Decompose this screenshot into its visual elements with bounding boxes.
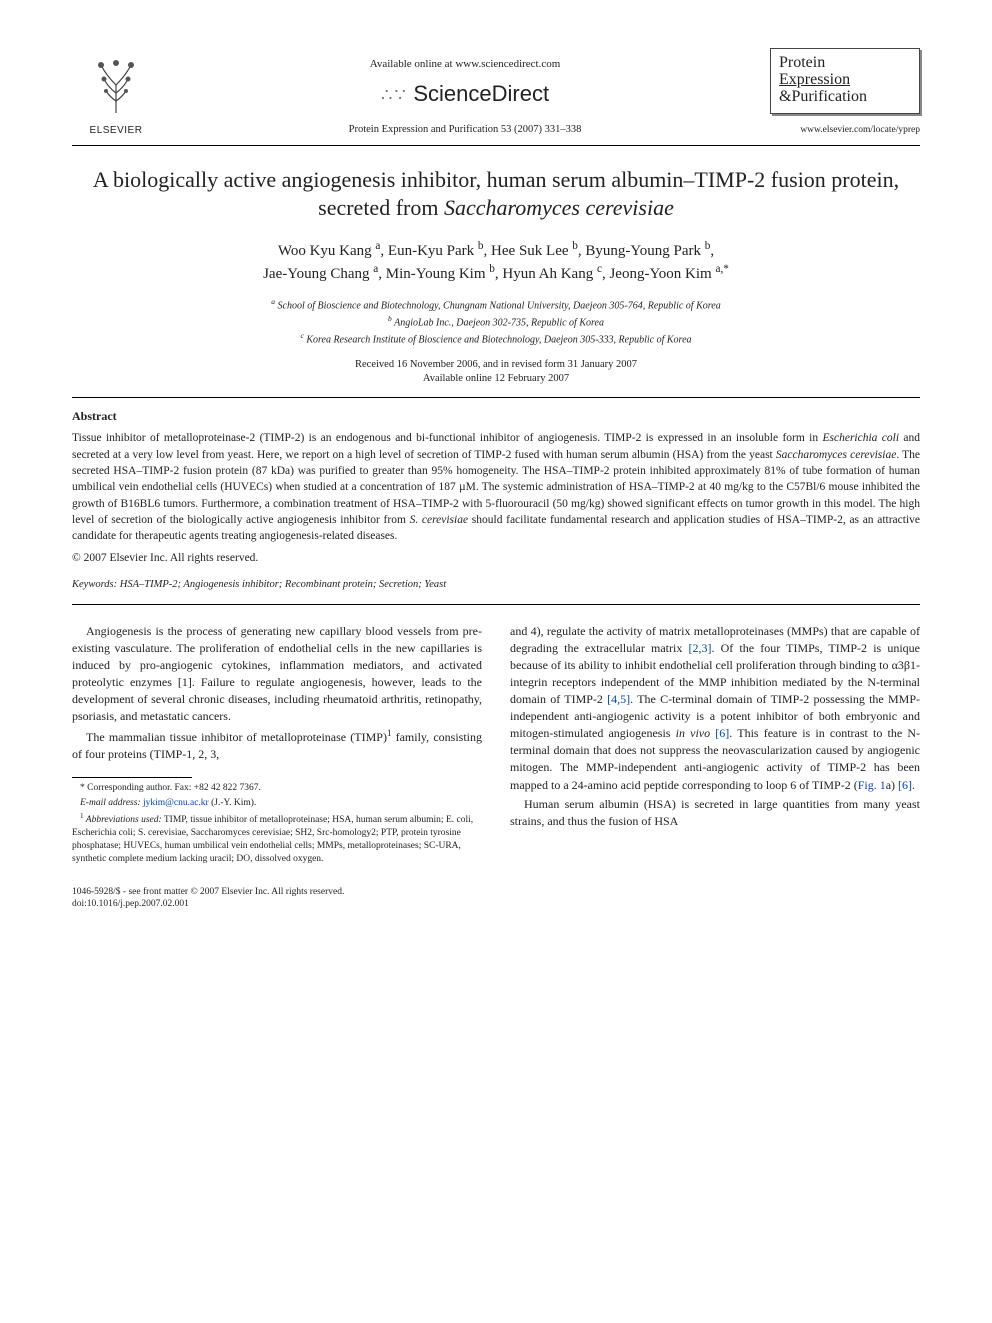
front-matter-line: 1046-5928/$ - see front matter © 2007 El… [72, 886, 920, 899]
author-sep: , Jeong-Yoon Kim [602, 266, 716, 282]
journal-reference: Protein Expression and Purification 53 (… [160, 123, 770, 137]
sciencedirect-dots-icon: ∴∵ [381, 85, 408, 105]
abstract-species-3: S. cerevisiae [410, 514, 469, 526]
article-dates: Received 16 November 2006, and in revise… [72, 358, 920, 387]
header-center: Available online at www.sciencedirect.co… [160, 57, 770, 138]
abbreviations-footnote: 1 Abbreviations used: TIMP, tissue inhib… [72, 812, 482, 865]
journal-title-line1: Protein [779, 55, 911, 72]
left-column: Angiogenesis is the process of generatin… [72, 623, 482, 867]
ref-link-4-5[interactable]: [4,5] [607, 692, 630, 706]
abstract-species-1: Escherichia coli [822, 432, 899, 444]
affiliation-a: a a School of Bioscience and Biotechnolo… [72, 297, 920, 314]
article-title: A biologically active angiogenesis inhib… [72, 166, 920, 221]
available-date: Available online 12 February 2007 [72, 372, 920, 387]
doi-block: 1046-5928/$ - see front matter © 2007 El… [72, 886, 920, 912]
affiliation-c: c Korea Research Institute of Bioscience… [72, 331, 920, 348]
body-p1-text: Angiogenesis is the process of generatin… [72, 624, 482, 723]
abbrev-label: Abbreviations used: [84, 815, 162, 825]
body-para-1: Angiogenesis is the process of generatin… [72, 623, 482, 725]
body-para-3: and 4), regulate the activity of matrix … [510, 623, 920, 793]
doi-line: doi:10.1016/j.pep.2007.02.001 [72, 898, 920, 911]
author-1: Woo Kyu Kang [278, 243, 376, 259]
author-list: Woo Kyu Kang a, Eun-Kyu Park b, Hee Suk … [72, 239, 920, 285]
abstract-copyright: © 2007 Elsevier Inc. All rights reserved… [72, 551, 920, 567]
journal-title-line3: &Purification [779, 89, 911, 106]
body-para-2: The mammalian tissue inhibitor of metall… [72, 727, 482, 763]
body-columns: Angiogenesis is the process of generatin… [72, 623, 920, 867]
body-para-4: Human serum albumin (HSA) is secreted in… [510, 796, 920, 830]
header-rule [72, 145, 920, 146]
author-sep: , Hee Suk Lee [484, 243, 573, 259]
title-species: Saccharomyces cerevisiae [444, 195, 674, 220]
affiliation-b: b AngioLab Inc., Daejeon 302-735, Republ… [72, 314, 920, 331]
ref-link-6b[interactable]: [6] [898, 778, 912, 792]
elsevier-tree-icon [86, 55, 146, 115]
author-5: Jae-Young Chang [263, 266, 373, 282]
journal-cover-box: Protein Expression &Purification [770, 48, 920, 114]
received-date: Received 16 November 2006, and in revise… [72, 358, 920, 373]
journal-locate-url: www.elsevier.com/locate/yprep [770, 124, 920, 137]
abstract-text-1: Tissue inhibitor of metalloproteinase-2 … [72, 432, 822, 444]
email-link[interactable]: jykim@cnu.ac.kr [141, 798, 209, 808]
abstract-species-2: Saccharomyces cerevisiae [776, 449, 896, 461]
footnote-rule [72, 777, 192, 778]
abstract-body: Tissue inhibitor of metalloproteinase-2 … [72, 430, 920, 544]
keywords-line: Keywords: HSA–TIMP-2; Angiogenesis inhib… [72, 578, 920, 592]
author-sep: , [710, 243, 714, 259]
body-p2a: The mammalian tissue inhibitor of metall… [86, 730, 387, 744]
ref-link-2-3[interactable]: [2,3] [688, 641, 711, 655]
email-tail: (J.-Y. Kim). [209, 798, 257, 808]
author-sep: , Hyun Ah Kang [495, 266, 597, 282]
abstract-bottom-rule [72, 604, 920, 605]
author-sep: , Eun-Kyu Park [380, 243, 478, 259]
email-line: E-mail address: jykim@cnu.ac.kr (J.-Y. K… [72, 797, 482, 810]
available-online-text: Available online at www.sciencedirect.co… [160, 57, 770, 72]
keywords-text: HSA–TIMP-2; Angiogenesis inhibitor; Reco… [117, 579, 446, 590]
ref-link-6a[interactable]: [6] [715, 726, 729, 740]
right-column: and 4), regulate the activity of matrix … [510, 623, 920, 867]
affiliations: a a School of Bioscience and Biotechnolo… [72, 297, 920, 347]
author-sep: , Byung-Young Park [578, 243, 705, 259]
abstract-top-rule [72, 397, 920, 398]
email-label: E-mail address: [80, 798, 141, 808]
author-sep: , Min-Young Kim [378, 266, 489, 282]
sciencedirect-wordmark: ScienceDirect [413, 81, 549, 106]
journal-title-line2: Expression [779, 72, 911, 89]
sciencedirect-logo: ∴∵ ScienceDirect [160, 79, 770, 109]
journal-cover-block: Protein Expression &Purification www.els… [770, 48, 920, 137]
elsevier-label: ELSEVIER [72, 124, 160, 138]
abstract-heading: Abstract [72, 408, 920, 424]
corresponding-author: * Corresponding author. Fax: +82 42 822 … [72, 782, 482, 795]
author-8-affil: a,* [715, 263, 728, 275]
elsevier-logo: ELSEVIER [72, 55, 160, 137]
keywords-label: Keywords: [72, 579, 117, 590]
fig-link-1a[interactable]: Fig. 1 [858, 778, 886, 792]
page-header: ELSEVIER Available online at www.science… [72, 48, 920, 137]
footnotes-block: * Corresponding author. Fax: +82 42 822 … [72, 782, 482, 865]
